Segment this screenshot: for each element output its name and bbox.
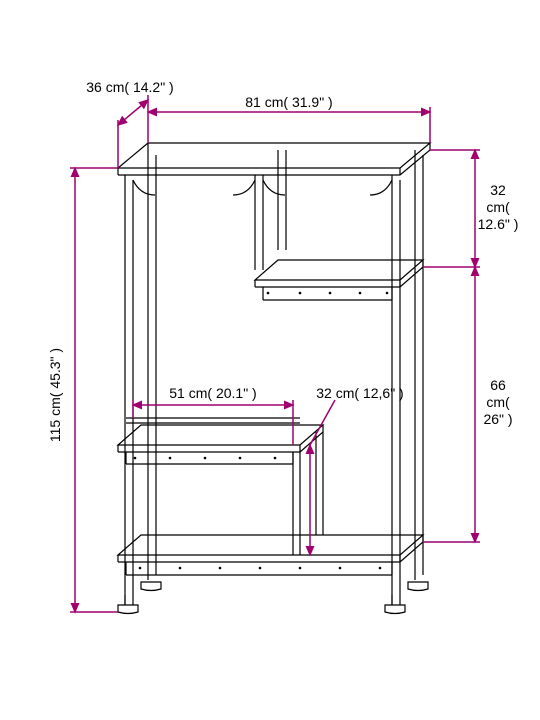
dim-depth: 36 cm( 14.2" ) (86, 79, 173, 95)
dim-width: 81 cm( 31.9" ) (245, 94, 332, 110)
dim-lower-h-1: 66 (490, 377, 506, 393)
dim-height: 115 cm( 45.3" ) (47, 348, 63, 442)
dim-shelf-w: 51 cm( 20.1" ) (169, 385, 256, 401)
dim-upper-h-1: 32 (490, 182, 506, 198)
dim-lower-h-3: 26" ) (483, 411, 512, 427)
drawing-canvas: 36 cm( 14.2" ) 81 cm( 31.9" ) 115 cm( 45… (0, 0, 540, 720)
dim-lower-h-2: cm( (486, 394, 510, 410)
dimension-lines: 36 cm( 14.2" ) 81 cm( 31.9" ) 115 cm( 45… (47, 79, 518, 612)
shelf-drawing (118, 143, 430, 614)
dim-upper-h-2: cm( (486, 199, 510, 215)
dim-shelf-h: 32 cm( 12,6" ) (316, 385, 403, 401)
dim-upper-h-3: 12.6" ) (478, 216, 519, 232)
